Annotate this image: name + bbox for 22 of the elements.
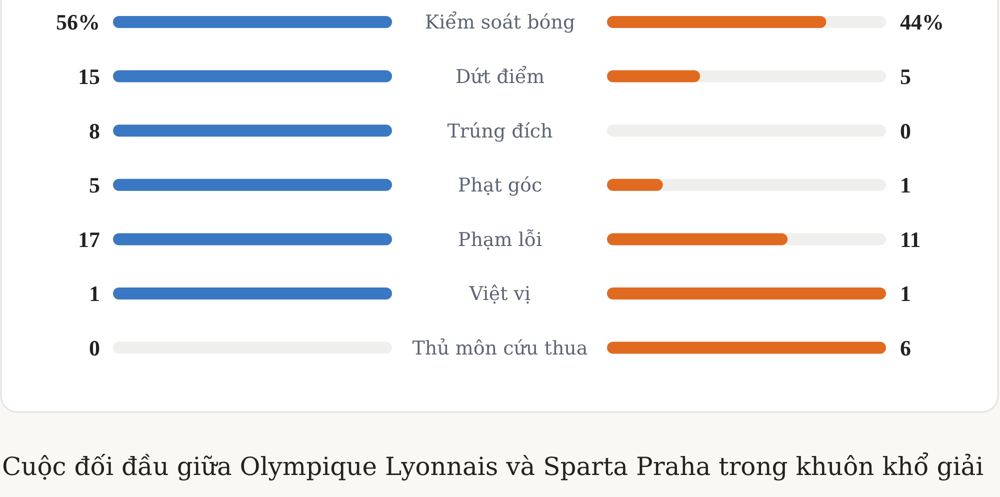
category-label: Phạm lỗi — [458, 228, 542, 251]
data-label: 6 — [900, 336, 911, 360]
data-label: 1 — [900, 281, 911, 306]
data-label: 15 — [78, 64, 100, 89]
category-label: Thủ môn cứu thua — [412, 337, 588, 360]
data-label: 5 — [900, 64, 911, 89]
category-label: Dứt điểm — [455, 64, 545, 88]
data-label: 8 — [89, 118, 100, 144]
data-label: 0 — [900, 118, 911, 144]
data-label: 0 — [89, 336, 100, 360]
data-label: 56% — [56, 10, 100, 35]
category-label: Trúng đích — [447, 120, 553, 142]
data-label: 11 — [900, 226, 921, 252]
data-label: 44% — [900, 10, 944, 35]
text: Cuộc đối đầu giữa Olympique Lyonnais và Sparta Praha trong khuôn khổ giải — [2, 452, 984, 481]
data-label: 1 — [89, 281, 100, 306]
data-label: 17 — [78, 226, 100, 252]
data-label: 1 — [900, 172, 911, 198]
category-label: Kiểm soát bóng — [424, 10, 576, 34]
category-label: Phạt góc — [458, 174, 542, 197]
data-label: 5 — [89, 172, 100, 198]
category-label: Việt vị — [468, 283, 531, 306]
